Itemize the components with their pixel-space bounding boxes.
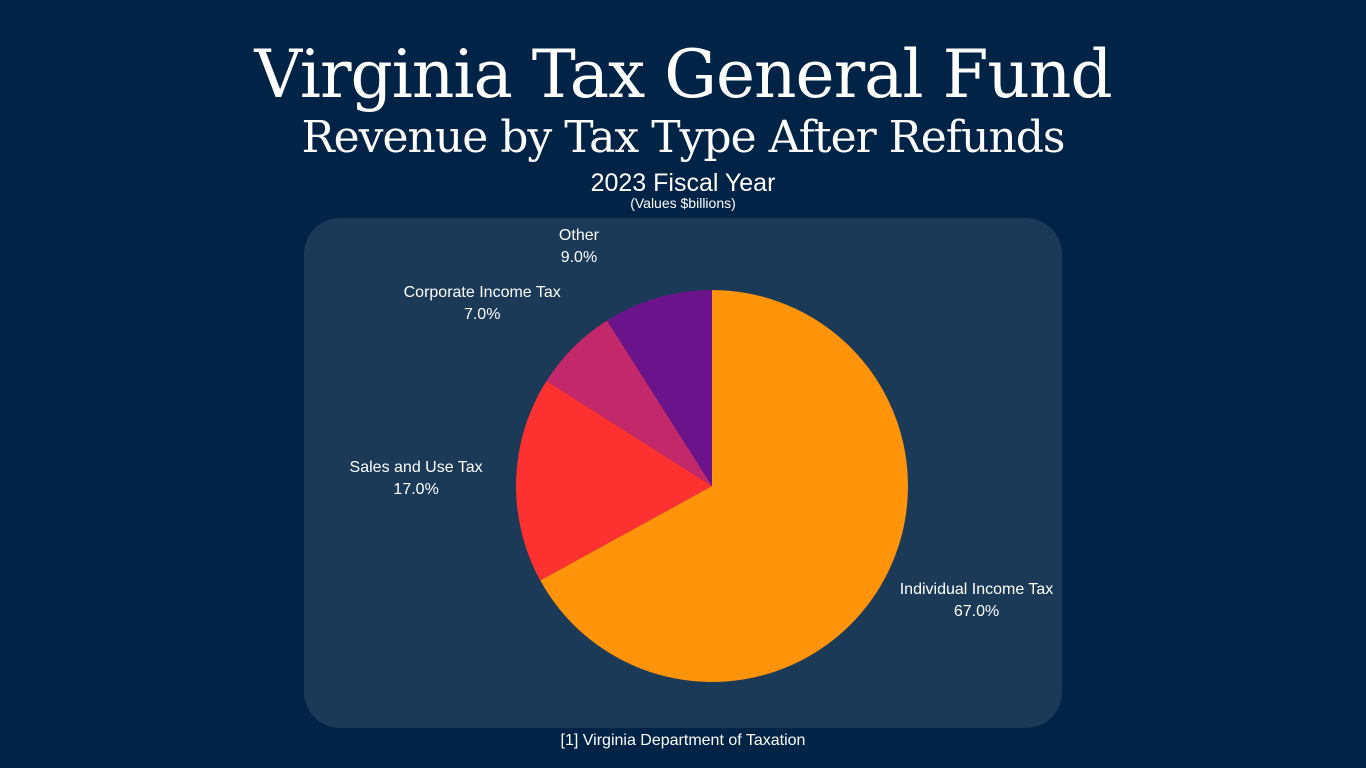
slice-label-value: 9.0% [560, 248, 598, 266]
slice-label-other: Other 9.0% [559, 225, 599, 269]
slice-label-value: 17.0% [393, 480, 439, 498]
slice-label-name: Sales and Use Tax [349, 458, 483, 476]
slice-label-name: Corporate Income Tax [403, 284, 561, 302]
slice-label-sales-and-use-tax: Sales and Use Tax 17.0% [350, 457, 483, 501]
pie-chart [515, 290, 908, 682]
slice-label-value: 67.0% [953, 603, 1000, 621]
slice-label-corporate-income-tax: Corporate Income Tax 7.0% [404, 282, 561, 326]
pie-slice-corporate-income-tax [546, 320, 712, 486]
source-citation: [1] Virginia Department of Taxation [560, 732, 806, 749]
fiscal-year-label: 2023 Fiscal Year [590, 169, 776, 197]
pie-slice-sales-and-use-tax [515, 380, 712, 581]
chart-title: Virginia Tax General Fund [254, 36, 1112, 113]
slice-label-individual-income-tax: Individual Income Tax 67.0% [900, 579, 1054, 623]
slice-label-value: 7.0% [463, 306, 501, 324]
pie-slice-other [606, 290, 712, 486]
units-label: (Values $billions) [630, 195, 736, 211]
slice-label-name: Other [558, 226, 599, 244]
chart-panel: Individual Income Tax 67.0% Sales and Use … [304, 218, 1062, 728]
pie-slice-individual-income-tax [540, 290, 908, 682]
slice-label-name: Individual Income Tax [899, 581, 1054, 599]
chart-subtitle: Revenue by Tax Type After Refunds [301, 112, 1065, 163]
